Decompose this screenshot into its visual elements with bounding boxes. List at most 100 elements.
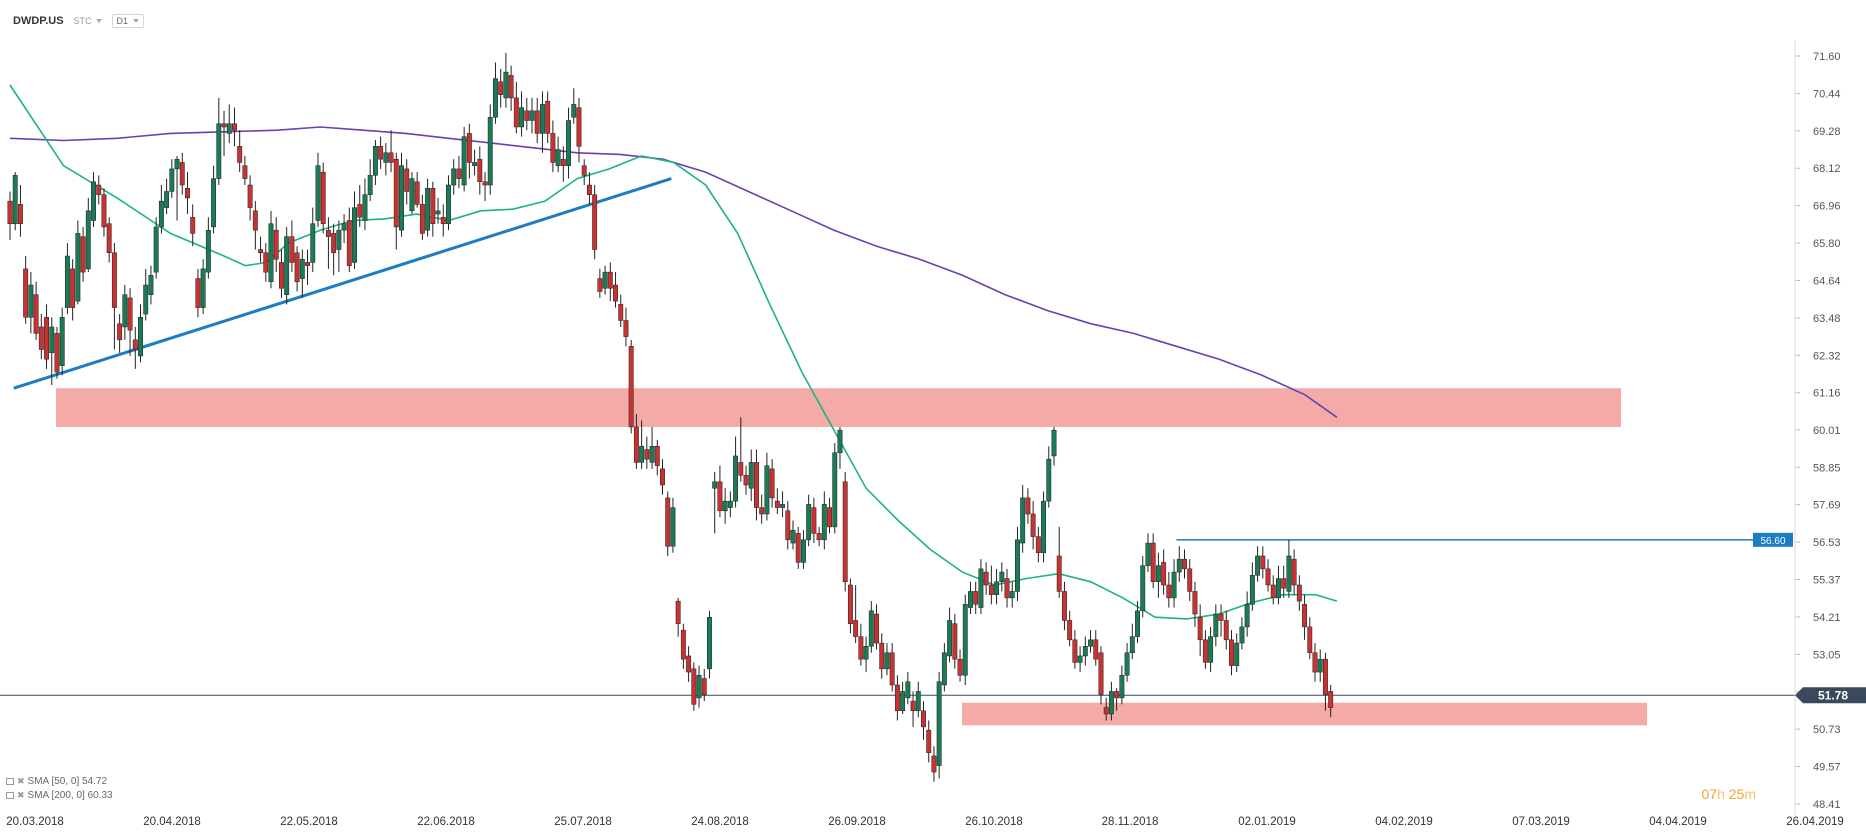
candle-body — [278, 262, 284, 289]
countdown-minutes: 25 — [1728, 786, 1745, 802]
symbol-label[interactable]: DWDP.US — [13, 15, 64, 27]
candle-body — [357, 204, 363, 218]
chevron-down-icon — [133, 19, 140, 23]
candle-body — [425, 187, 431, 231]
candle-body — [795, 533, 801, 563]
candle-body — [1244, 604, 1250, 628]
candle-body — [1229, 639, 1234, 666]
y-tick-label: 60.01 — [1813, 425, 1841, 437]
candle-body — [1317, 658, 1323, 673]
candle-body — [221, 123, 227, 128]
candle-body — [978, 568, 984, 608]
x-tick-label: 26.04.2019 — [1786, 816, 1844, 828]
candle-body — [111, 252, 117, 308]
close-icon[interactable]: ✖ — [17, 776, 25, 786]
candle-body — [1176, 558, 1182, 573]
candle-body — [1161, 562, 1167, 586]
axes: 71.60 70.44 69.28 68.12 66.96 65.80 64.64 63.48… — [6, 40, 1866, 828]
candle-body — [1328, 691, 1334, 708]
candle-body — [1192, 591, 1198, 615]
candle-body — [54, 333, 60, 373]
candle-body — [164, 191, 170, 208]
candle-body — [399, 165, 404, 231]
candle-body — [430, 187, 436, 224]
y-tick-label: 57.69 — [1813, 500, 1841, 512]
candle-body — [1239, 626, 1245, 644]
candle-body — [1061, 591, 1067, 621]
indicator-settings-icon[interactable] — [6, 778, 14, 785]
candle-body — [1135, 610, 1140, 637]
candle-body — [1077, 655, 1083, 663]
y-tick-label: 66.96 — [1813, 201, 1841, 213]
indicator-sma50[interactable]: ✖ SMA [50, 0] 54.72 — [6, 776, 107, 787]
candle-body — [566, 120, 571, 166]
candle-body — [1098, 652, 1104, 695]
candle-body — [513, 97, 519, 128]
x-tick-label: 02.01.2019 — [1238, 816, 1296, 828]
candle-body — [910, 700, 916, 712]
indicator-sma200[interactable]: ✖ SMA [200, 0] 60.33 — [6, 790, 113, 801]
candle-body — [195, 278, 201, 308]
candle-body — [59, 317, 65, 366]
indicator-settings-icon[interactable] — [6, 792, 14, 799]
candle-body — [670, 507, 676, 547]
candle-body — [806, 504, 812, 541]
candle-body — [132, 339, 138, 350]
candle-body — [628, 346, 634, 428]
candle-body — [1056, 555, 1062, 592]
candle-body — [545, 100, 551, 134]
candle-body — [200, 268, 206, 308]
candle-body — [905, 681, 911, 699]
x-tick-label: 20.03.2018 — [6, 816, 64, 828]
candle-body — [346, 220, 352, 266]
candle-body — [1129, 636, 1135, 653]
y-tick-label: 53.05 — [1813, 649, 1841, 661]
candle-body — [211, 178, 217, 228]
candle-body — [1202, 639, 1208, 663]
candle-body — [1088, 639, 1093, 647]
candle-body — [1030, 513, 1036, 537]
y-tick-label: 49.57 — [1813, 762, 1841, 774]
candle-body — [252, 210, 258, 231]
candle-body — [691, 668, 697, 705]
candle-body — [435, 210, 441, 215]
candle-body — [284, 236, 290, 295]
candle-body — [456, 168, 462, 179]
candle-body — [769, 468, 775, 499]
x-tick-label: 04.04.2019 — [1649, 816, 1707, 828]
y-tick-label: 48.41 — [1813, 799, 1841, 811]
candle-body — [613, 284, 618, 302]
candle-body — [226, 123, 232, 134]
candle-body — [654, 446, 660, 466]
candle-body — [64, 255, 70, 308]
timeframe-dropdown[interactable]: D1 — [111, 14, 145, 28]
candle-body — [1182, 558, 1187, 570]
candle-body — [539, 104, 545, 134]
candle-body — [759, 507, 765, 515]
y-tick-label: 55.37 — [1813, 575, 1841, 587]
candle-body — [419, 204, 425, 234]
candle-body — [331, 233, 337, 254]
candle-body — [712, 481, 718, 489]
candle-body — [414, 181, 420, 205]
candle-body — [618, 304, 624, 321]
candle-body — [623, 320, 629, 337]
candle-body — [644, 449, 650, 460]
close-icon[interactable]: ✖ — [17, 790, 25, 800]
y-tick-label: 62.32 — [1813, 350, 1841, 362]
candle-body — [994, 581, 1000, 595]
candle-body — [717, 481, 723, 512]
candle-body — [1208, 636, 1214, 663]
candle-body — [1281, 578, 1287, 589]
candle-body — [362, 194, 368, 221]
instrument-type-dropdown[interactable]: STC — [74, 16, 102, 26]
candle-body — [1260, 555, 1266, 570]
candle-body — [216, 123, 222, 179]
candle-body — [727, 500, 733, 508]
candle-body — [1051, 429, 1057, 457]
x-tick-label: 22.05.2018 — [280, 816, 338, 828]
candle-body — [148, 275, 154, 295]
candle-body — [451, 168, 457, 186]
candle-body — [378, 146, 384, 160]
